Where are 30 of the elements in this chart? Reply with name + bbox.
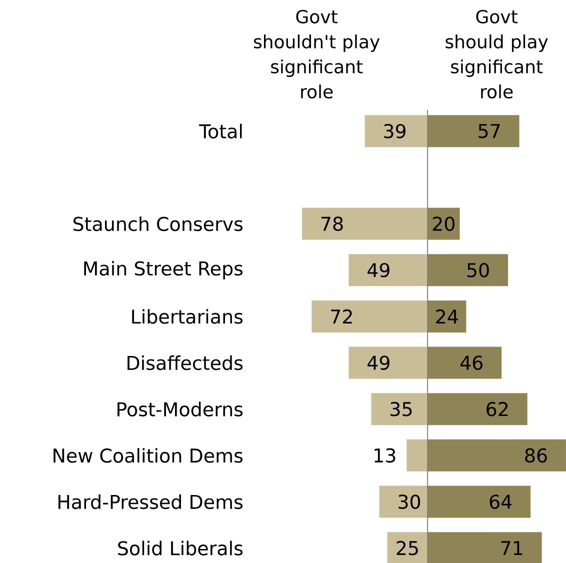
series-label: Govt should play significant role [446, 10, 548, 98]
data-label: 35 [390, 402, 412, 416]
y-tick-label: Libertarians [132, 309, 243, 324]
data-label: 20 [432, 216, 454, 231]
data-label: 39 [384, 124, 406, 138]
data-label: 71 [501, 541, 522, 556]
y-tick-label: Hard-Pressed Dems [58, 494, 243, 510]
data-label: 64 [490, 494, 512, 509]
data-label: 30 [398, 494, 420, 509]
data-label: 62 [486, 402, 508, 416]
y-tick-label: Post-Moderns [118, 402, 243, 416]
data-label: 24 [436, 309, 458, 324]
data-label: 57 [478, 124, 500, 138]
data-label: 13 [374, 448, 396, 463]
y-tick-label: Total [199, 124, 242, 138]
data-label: 46 [460, 356, 482, 370]
data-label: 49 [368, 356, 390, 370]
y-tick-label: New Coalition Dems [54, 448, 243, 463]
y-tick-label: Main Street Reps [84, 260, 243, 280]
data-label: 49 [368, 262, 390, 278]
bar [406, 439, 428, 472]
data-label: 78 [321, 216, 343, 231]
data-label: 86 [525, 448, 547, 463]
y-tick-label: Staunch Conservs [73, 216, 243, 232]
data-label: 72 [331, 309, 352, 324]
data-label: 25 [396, 540, 418, 556]
series-label: Govt shouldn't play significant role [254, 10, 380, 98]
data-label: 50 [467, 262, 489, 278]
y-tick-label: Solid Liberals [118, 540, 243, 556]
y-tick-label: Disaffecteds [128, 355, 243, 370]
